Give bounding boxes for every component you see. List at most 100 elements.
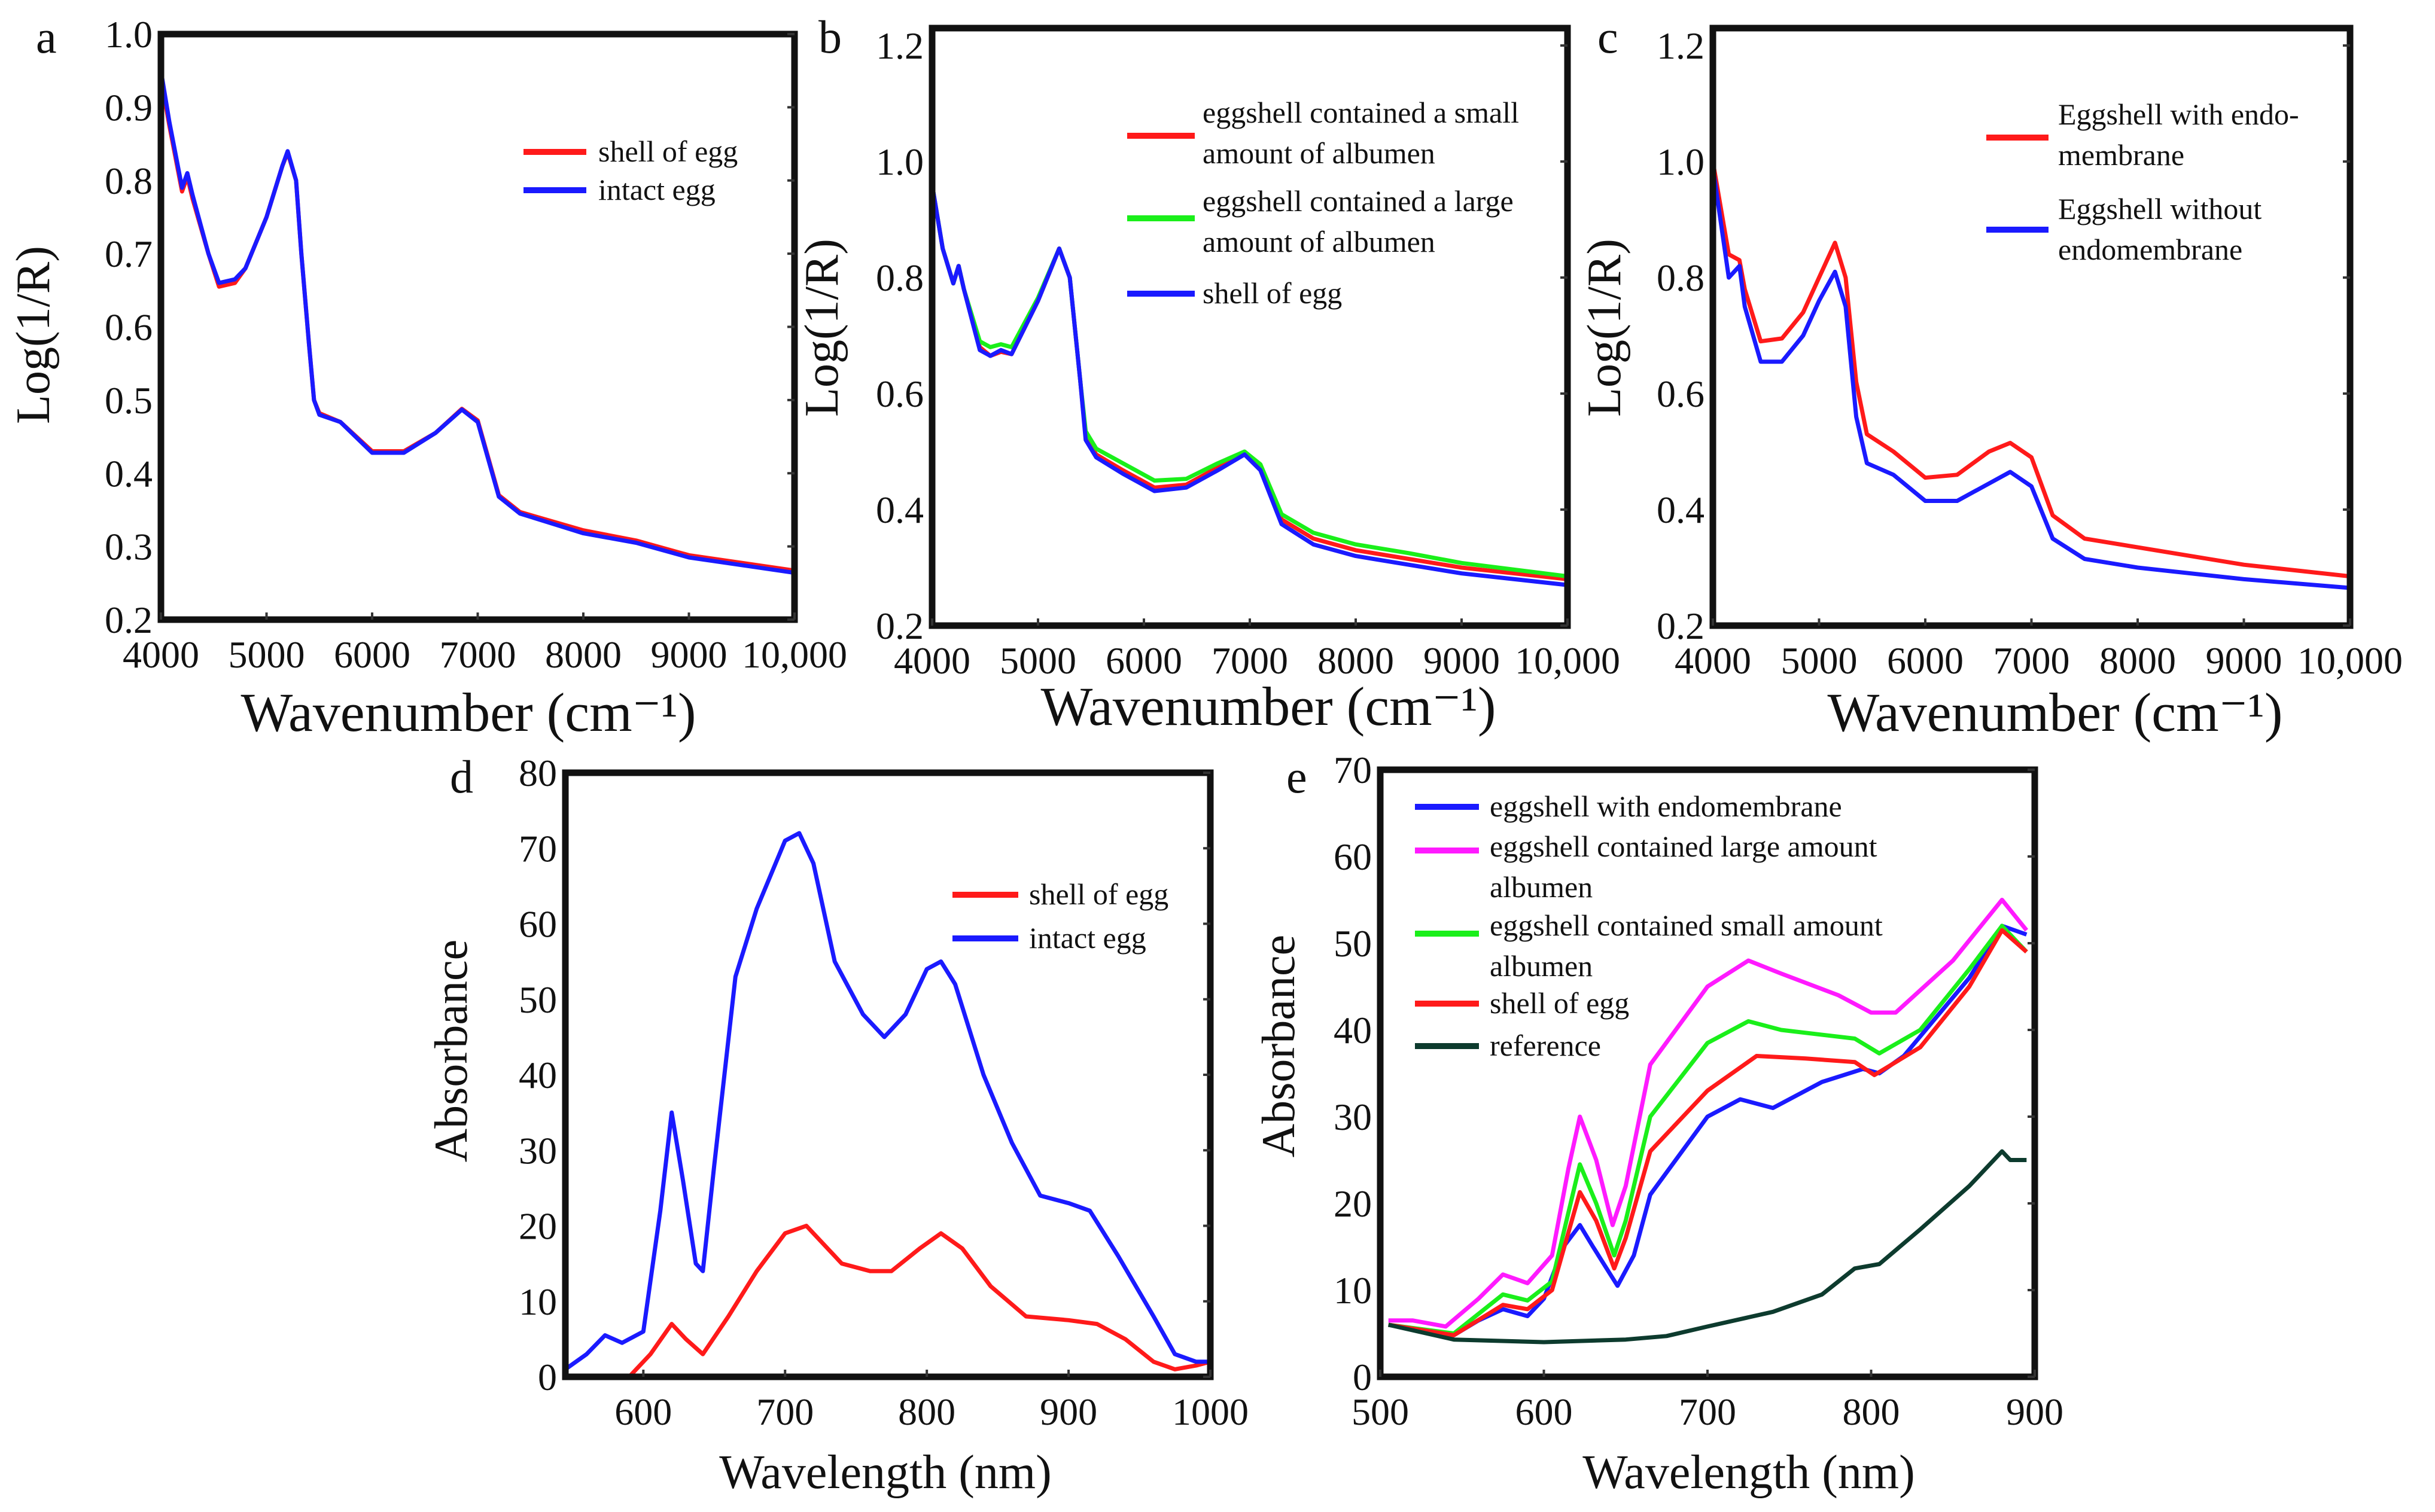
legend-label: eggshell contained small amount [1490,909,1883,942]
y-tick-label: 0.2 [105,599,153,641]
x-tick-label: 500 [1352,1391,1409,1433]
x-tick-label: 700 [1679,1391,1736,1433]
y-axis-title: Log(1/R) [796,239,848,417]
x-tick-label: 4000 [894,639,970,682]
x-tick-label: 10,000 [2297,639,2403,682]
legend-label: Eggshell with endo- [2058,97,2299,131]
y-tick-label: 0.8 [1657,257,1704,299]
x-tick-label: 8000 [545,633,622,676]
legend: eggshell with endomembrane eggshell conta… [1415,789,1883,1062]
y-tick-label: 0.6 [105,306,153,349]
y-tick-label: 0.2 [876,605,924,647]
x-tick-label: 900 [1040,1391,1097,1433]
y-tick-label: 30 [519,1129,557,1172]
chart-panel-b: b 0.2 0.4 0.6 0.8 1.0 1.2 4000 5000 6000 7000 8000 9… [796,11,1620,737]
chart-panel-d: d 0 10 20 30 40 50 60 70 80 600 700 800 900 1000 Wavele… [425,751,1249,1499]
y-tick-label: 0.5 [105,379,153,422]
legend-label: reference [1490,1029,1601,1062]
x-tick-label: 9000 [651,633,728,676]
series-line-2 [1388,898,2029,1329]
y-tick-label: 1.2 [1657,25,1704,67]
x-tick-label: 8000 [1317,639,1394,682]
y-tick-label: 20 [1334,1182,1372,1225]
x-tick-label: 7000 [1212,639,1288,682]
x-tick-label: 900 [2006,1391,2063,1433]
y-tick-label: 0.2 [1657,605,1704,647]
y-tick-label: 0.9 [105,86,153,129]
legend-label: shell of egg [598,135,738,168]
y-tick-label: 1.2 [876,25,924,67]
x-tick-label: 8000 [2099,639,2176,682]
x-tick-label: 600 [1515,1391,1573,1433]
y-tick-label: 60 [1334,836,1372,878]
x-tick-label: 5000 [1000,639,1076,682]
x-tick-label: 800 [1843,1391,1900,1433]
y-tick-label: 1.0 [876,141,924,183]
series-line-2 [1710,167,2351,590]
x-axis-title: Wavelength (nm) [1582,1446,1915,1499]
x-axis-title: Wavenumber (cm⁻¹) [1041,676,1496,737]
series-line-2 [564,831,1210,1371]
y-axis-title: Absorbance [1252,935,1304,1158]
x-tick-label: 10,000 [1515,639,1620,682]
plot-frame [562,769,1214,1380]
x-axis-title: Wavelength (nm) [719,1446,1052,1499]
series-line-5 [1387,1149,2027,1345]
legend-label: amount of albumen [1203,225,1435,258]
x-tick-label: 5000 [229,633,305,676]
y-tick-label: 0 [538,1356,557,1398]
legend-label: eggshell contained large amount [1490,830,1877,863]
panel-letter: a [36,11,57,63]
chart-panel-e: e 0 10 20 30 40 50 60 70 500 600 700 800 900 Wavelengt… [1252,749,2063,1499]
x-tick-label: 800 [898,1391,955,1433]
y-tick-label: 10 [519,1281,557,1323]
legend-label: eggshell contained a small [1203,96,1519,129]
y-tick-label: 1.0 [1657,141,1704,183]
y-tick-label: 0.6 [876,373,924,415]
legend: shell of egg intact egg [523,135,738,206]
y-tick-label: 0.8 [876,257,924,299]
y-axis-title: Absorbance [425,940,477,1163]
y-tick-label: 50 [519,978,557,1021]
legend-label: amount of albumen [1203,136,1435,170]
legend-label: shell of egg [1029,877,1168,911]
x-tick-label: 4000 [123,633,199,676]
legend-label: eggshell contained a large [1203,184,1514,218]
y-tick-label: 30 [1334,1096,1372,1138]
x-axis-title: Wavenumber (cm⁻¹) [241,682,696,743]
y-tick-label: 0.7 [105,233,153,275]
x-tick-label: 9000 [2206,639,2282,682]
series-line-1 [628,1224,1211,1379]
legend-label: eggshell with endomembrane [1490,789,1842,823]
legend: eggshell contained a small amount of albu… [1127,96,1519,310]
x-tick-label: 7000 [1993,639,2070,682]
legend-label: albumen [1490,870,1593,904]
x-axis-title: Wavenumber (cm⁻¹) [1828,682,2283,743]
y-tick-label: 50 [1334,922,1372,965]
chart-panel-c: c 0.2 0.4 0.6 0.8 1.0 1.2 4000 5000 6000 7000 8000 9… [1578,11,2403,743]
x-tick-label: 4000 [1675,639,1751,682]
legend-label: shell of egg [1203,276,1342,310]
y-tick-label: 70 [519,827,557,870]
legend-label: intact egg [1029,921,1146,955]
y-tick-label: 80 [519,752,557,794]
legend: Eggshell with endo-membrane Eggshell with… [1986,97,2299,266]
x-tick-label: 10,000 [742,633,847,676]
y-tick-label: 70 [1334,749,1372,791]
y-tick-label: 0.3 [105,526,153,568]
x-tick-label: 6000 [1106,639,1182,682]
series-line-1 [1710,161,2351,579]
panel-letter: e [1286,751,1307,803]
y-tick-label: 0.4 [105,452,153,495]
y-tick-label: 40 [1334,1009,1372,1051]
legend: shell of egg intact egg [952,877,1168,955]
panel-letter: c [1597,11,1618,63]
x-tick-label: 6000 [1887,639,1964,682]
x-tick-label: 700 [756,1391,814,1433]
y-tick-label: 10 [1334,1269,1372,1312]
series-line-2 [159,70,795,575]
y-tick-label: 1.0 [105,13,153,56]
legend-label: endomembrane [2058,233,2242,266]
y-axis-title: Log(1/R) [7,246,60,424]
